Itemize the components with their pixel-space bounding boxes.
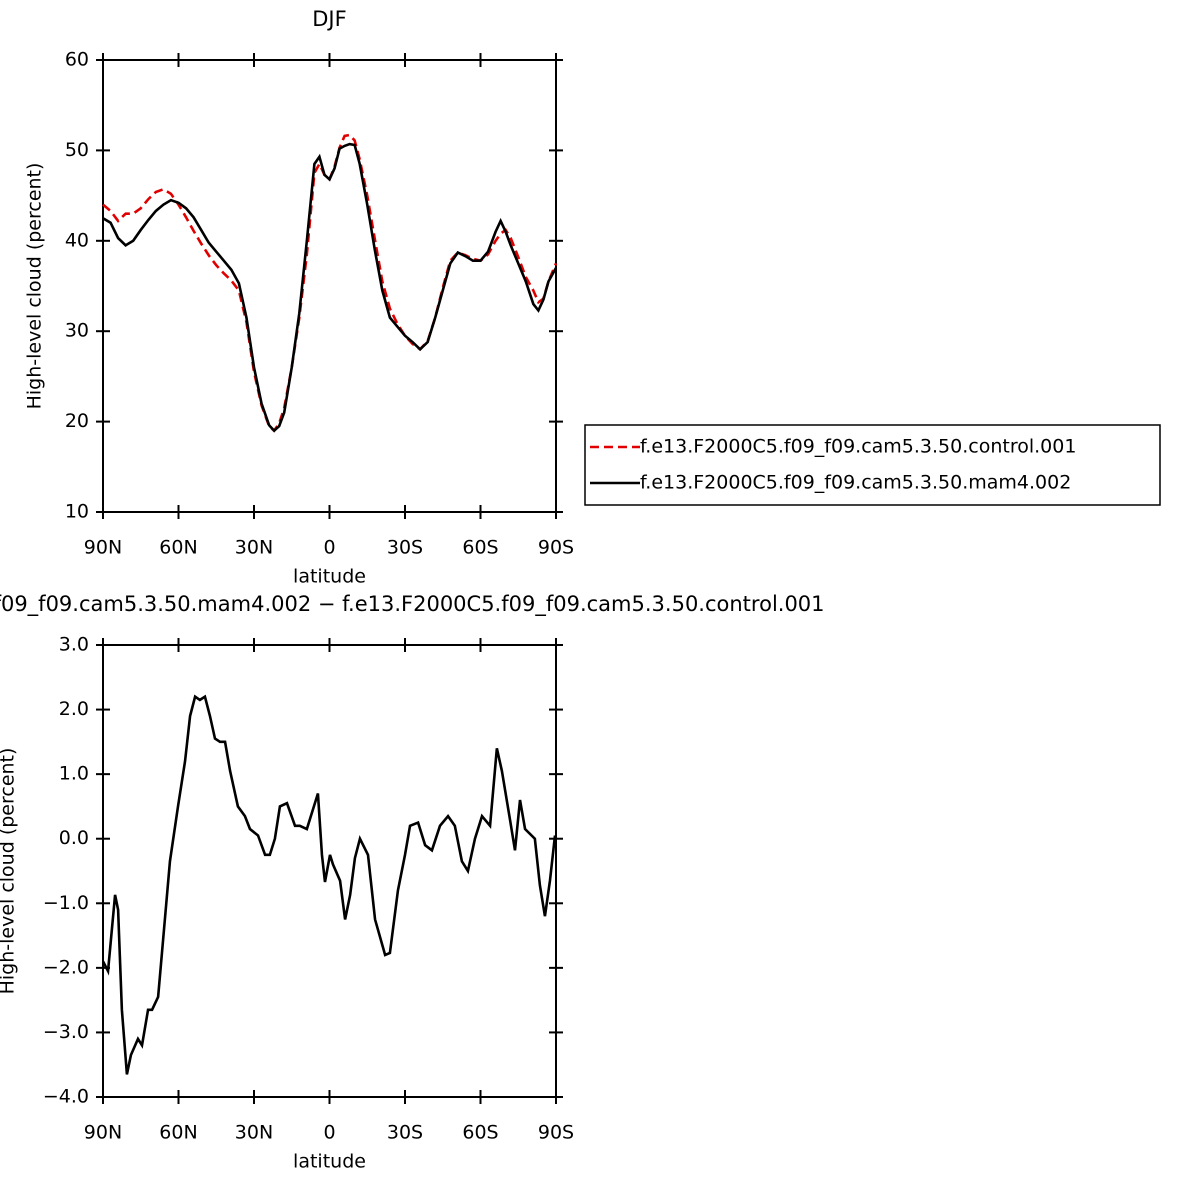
y-tick-label: 40 — [65, 229, 89, 251]
x-tick-label: 60S — [462, 1122, 498, 1144]
x-tick-label: 30S — [387, 537, 423, 559]
data-line — [101, 694, 557, 1075]
x-tick-label: 30N — [235, 1122, 273, 1144]
x-tick-label: 90N — [84, 1122, 122, 1144]
legend-label: f.e13.F2000C5.f09_f09.cam5.3.50.control.… — [640, 436, 1076, 458]
x-tick-label: 60N — [159, 1122, 197, 1144]
y-tick-label: −3.0 — [43, 1021, 89, 1043]
y-tick-label: 3.0 — [59, 634, 89, 656]
y-tick-label: −2.0 — [43, 956, 89, 978]
y-tick-label: 0.0 — [59, 827, 89, 849]
chart-title: f.e13.F2000C5.f09_f09.cam5.3.50.mam4.002… — [0, 592, 825, 617]
x-tick-label: 90N — [84, 537, 122, 559]
y-tick-label: 30 — [65, 320, 89, 342]
plot-frame — [102, 644, 557, 1098]
x-tick-label: 0 — [323, 537, 335, 559]
x-axis-label: latitude — [293, 566, 366, 588]
chart-title: DJF — [312, 7, 346, 31]
y-tick-label: 1.0 — [59, 763, 89, 785]
x-tick-label: 90S — [538, 1122, 574, 1144]
x-tick-label: 30S — [387, 1122, 423, 1144]
x-tick-label: 30N — [235, 537, 273, 559]
legend-box — [584, 424, 1161, 506]
x-tick-label: 0 — [323, 1122, 335, 1144]
legend-label: f.e13.F2000C5.f09_f09.cam5.3.50.mam4.002 — [640, 472, 1071, 494]
y-tick-label: 50 — [65, 139, 89, 161]
x-tick-label: 60S — [462, 537, 498, 559]
x-tick-label: 60N — [159, 537, 197, 559]
y-axis-label: High-level cloud (percent) — [24, 163, 46, 410]
y-tick-label: 2.0 — [59, 698, 89, 720]
y-tick-label: −1.0 — [43, 892, 89, 914]
y-tick-label: 10 — [65, 501, 89, 523]
x-axis-label: latitude — [293, 1151, 366, 1173]
y-tick-label: 60 — [65, 49, 89, 71]
y-axis-label: High-level cloud (percent) — [0, 748, 19, 995]
data-line — [102, 142, 558, 433]
plot-frame — [102, 59, 557, 513]
x-tick-label: 90S — [538, 537, 574, 559]
y-tick-label: −4.0 — [43, 1086, 89, 1108]
y-tick-label: 20 — [65, 410, 89, 432]
